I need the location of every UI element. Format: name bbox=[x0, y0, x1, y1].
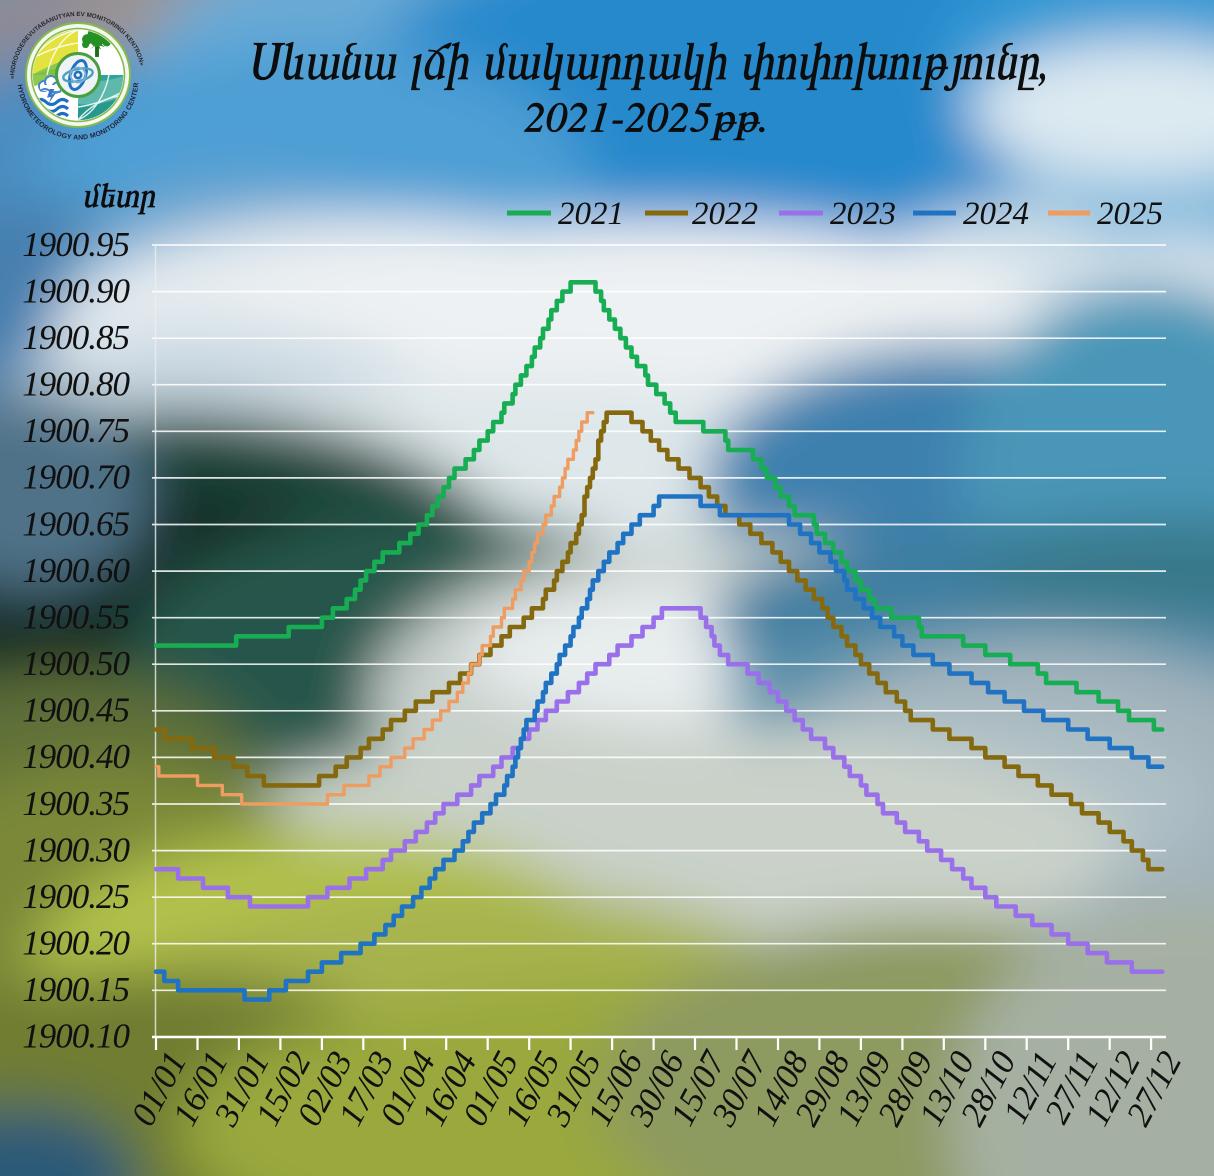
svg-text:1900.35: 1900.35 bbox=[22, 784, 129, 823]
svg-text:2023: 2023 bbox=[830, 196, 896, 232]
svg-text:2024: 2024 bbox=[963, 196, 1029, 232]
svg-text:1900.95: 1900.95 bbox=[22, 225, 129, 264]
svg-text:2025: 2025 bbox=[1097, 196, 1163, 232]
svg-text:1900.15: 1900.15 bbox=[22, 970, 129, 1009]
svg-text:2022: 2022 bbox=[692, 196, 758, 232]
svg-text:1900.80: 1900.80 bbox=[22, 365, 130, 404]
svg-text:1900.90: 1900.90 bbox=[22, 271, 130, 310]
svg-text:1900.85: 1900.85 bbox=[22, 318, 129, 357]
svg-text:1900.40: 1900.40 bbox=[22, 737, 130, 776]
svg-text:1900.50: 1900.50 bbox=[22, 644, 130, 683]
svg-text:1900.55: 1900.55 bbox=[22, 598, 129, 637]
svg-text:1900.25: 1900.25 bbox=[22, 877, 129, 916]
svg-text:1900.70: 1900.70 bbox=[22, 458, 130, 497]
svg-text:2021: 2021 bbox=[558, 196, 624, 232]
svg-text:1900.65: 1900.65 bbox=[22, 504, 129, 543]
svg-text:1900.45: 1900.45 bbox=[22, 691, 129, 730]
svg-text:1900.60: 1900.60 bbox=[22, 551, 130, 590]
svg-text:1900.75: 1900.75 bbox=[22, 411, 129, 450]
svg-text:1900.10: 1900.10 bbox=[22, 1017, 130, 1056]
svg-text:1900.30: 1900.30 bbox=[22, 830, 130, 869]
svg-text:1900.20: 1900.20 bbox=[22, 924, 130, 963]
